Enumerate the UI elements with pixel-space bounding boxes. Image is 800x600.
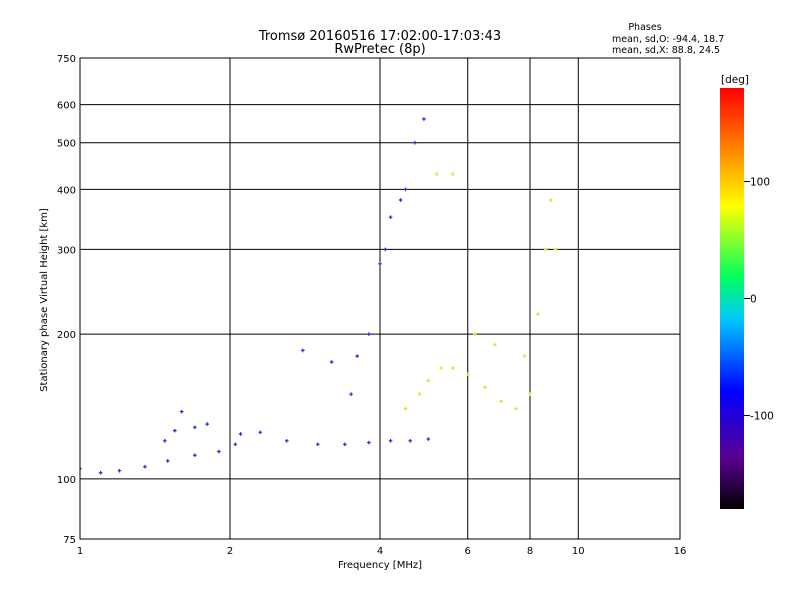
data-point [417,392,422,397]
data-point [80,466,82,471]
y-axis-label: Stationary phase Virtual Height [km] [39,208,50,392]
data-point [483,385,487,390]
data-point [434,172,439,177]
data-point [403,406,408,411]
data-point [388,439,393,443]
data-point [398,198,403,202]
y-tick-label: 600 [57,101,76,112]
y-tick-label: 750 [57,54,76,65]
data-point [163,439,167,443]
data-point [329,360,334,364]
data-point [143,464,147,469]
colorbar-tick-label: 100 [750,177,770,189]
y-tick-label: 200 [57,330,76,341]
data-point [378,262,382,266]
data-point [193,425,197,430]
x-tick-label: 1 [77,546,83,557]
data-point [383,247,388,252]
data-point [413,140,417,145]
y-axis-ticks: 75 100 200 300 400 500 600 750 [57,54,76,546]
data-point [439,366,443,370]
y-tick-label: 100 [57,475,76,486]
data-point [367,440,371,445]
colorbar-label: [deg] [721,74,749,86]
data-point [514,406,518,411]
x-tick-label: 2 [227,546,233,557]
data-point [98,470,103,475]
x-tick-label: 4 [377,546,383,557]
data-point [548,198,553,202]
y-tick-label: 75 [63,535,76,546]
data-point [403,187,408,192]
y-tick-label: 500 [57,139,76,150]
data-point [349,392,353,397]
x-tick-label: 10 [572,546,585,557]
data-point [465,372,470,377]
colorbar-tick-label: 0 [750,294,757,306]
colorbar-ticks: 100 0 -100 [744,177,774,422]
data-point [165,459,170,463]
data-point [238,432,243,436]
phases-heading: Phases [628,22,661,33]
data-point [499,399,503,404]
chart-title: Tromsø 20160516 17:02:00-17:03:43 [258,29,501,44]
plot-frame [79,57,681,540]
x-axis-label: Frequency [MHz] [338,560,422,571]
scatter-points [80,117,558,475]
phase-stats-x: mean, sd,X: 88.8, 24.5 [612,45,720,56]
data-point [355,354,359,358]
data-point [233,442,238,447]
data-point [258,430,263,435]
data-point [493,343,497,347]
data-point [473,332,477,336]
data-point [179,409,184,414]
x-tick-label: 6 [465,546,471,557]
chart-subtitle: RwPretec (8p) [334,42,425,57]
data-point [388,215,393,220]
data-point [217,449,221,454]
phase-stats-o: mean, sd,O: -94.4, 18.7 [612,34,724,45]
data-point [522,354,527,358]
y-tick-label: 300 [57,245,76,256]
data-point [193,453,197,458]
data-point [315,442,320,447]
data-point [528,392,532,397]
data-point [426,378,431,383]
data-point [205,422,209,426]
colorbar-tick-label: -100 [750,410,774,422]
grid-lines [79,57,681,540]
y-tick-label: 400 [57,185,76,196]
data-point [284,439,289,443]
data-point [173,428,177,433]
data-point [343,442,347,447]
x-axis-ticks: 1 2 4 6 8 10 16 [77,546,687,557]
data-point [553,247,558,252]
data-point [422,117,426,121]
data-point [117,468,122,473]
data-point [408,439,413,443]
x-tick-label: 8 [527,546,533,557]
data-point [536,312,540,316]
data-point [301,348,305,353]
data-point [543,247,548,252]
x-tick-label: 16 [674,546,687,557]
data-point [367,332,371,336]
data-point [451,366,455,370]
data-point [426,437,431,441]
data-point [451,172,455,177]
colorbar [720,88,744,509]
